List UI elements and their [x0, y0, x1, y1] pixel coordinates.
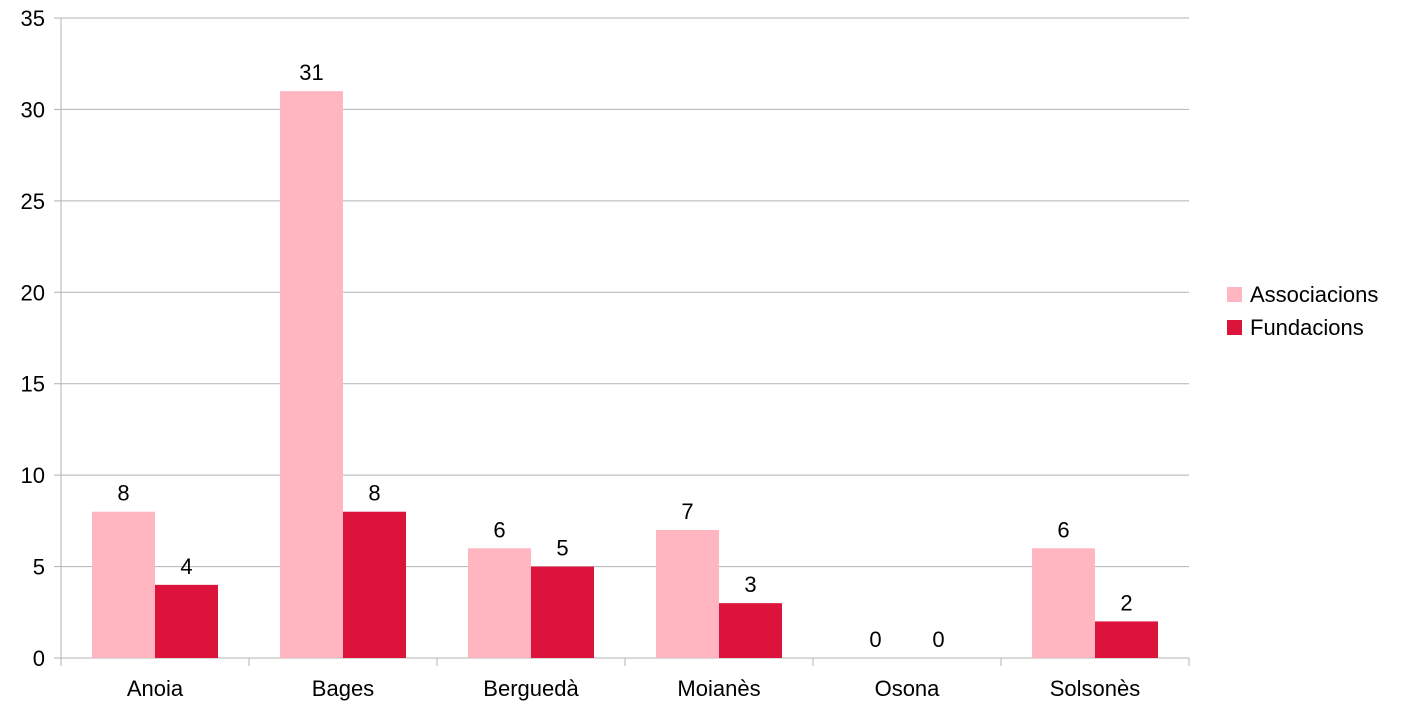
data-label: 6	[493, 517, 505, 542]
y-tick-label: 5	[33, 555, 45, 580]
x-category-label: Anoia	[127, 676, 184, 701]
y-tick-label: 0	[33, 646, 45, 671]
data-label: 7	[681, 499, 693, 524]
bar-associacions-bages	[280, 91, 343, 658]
data-label: 0	[869, 627, 881, 652]
y-tick-label: 30	[21, 97, 45, 122]
x-category-label: Solsonès	[1050, 676, 1141, 701]
legend-label-associacions: Associacions	[1250, 282, 1378, 307]
gridlines	[61, 18, 1189, 658]
legend-swatch-fundacions	[1227, 320, 1242, 335]
bar-associacions-moianès	[656, 530, 719, 658]
data-labels: 8 4 31 8 6 5 7 3 0 0 6 2	[117, 60, 1132, 652]
bar-associacions-solsonès	[1032, 548, 1095, 658]
bar-fundacions-solsonès	[1095, 621, 1158, 658]
data-label: 8	[117, 481, 129, 506]
y-tick-label: 15	[21, 372, 45, 397]
bars	[92, 91, 1158, 658]
bar-fundacions-berguedà	[531, 567, 594, 658]
legend: Associacions Fundacions	[1227, 282, 1378, 340]
bar-fundacions-anoia	[155, 585, 218, 658]
y-tick-label: 25	[21, 189, 45, 214]
x-category-label: Bages	[312, 676, 374, 701]
data-label: 4	[180, 554, 192, 579]
data-label: 8	[368, 481, 380, 506]
legend-label-fundacions: Fundacions	[1250, 315, 1364, 340]
data-label: 2	[1120, 590, 1132, 615]
x-category-label: Osona	[875, 676, 941, 701]
bar-associacions-anoia	[92, 512, 155, 658]
bar-associacions-berguedà	[468, 548, 531, 658]
y-tick-label: 35	[21, 6, 45, 31]
y-tick-label: 10	[21, 463, 45, 488]
bar-fundacions-bages	[343, 512, 406, 658]
x-category-label: Berguedà	[483, 676, 579, 701]
data-label: 3	[744, 572, 756, 597]
bar-fundacions-moianès	[719, 603, 782, 658]
data-label: 0	[932, 627, 944, 652]
data-label: 6	[1057, 517, 1069, 542]
data-label: 5	[556, 536, 568, 561]
data-label: 31	[299, 60, 323, 85]
legend-swatch-associacions	[1227, 287, 1242, 302]
x-category-label: Moianès	[677, 676, 760, 701]
y-tick-label: 20	[21, 280, 45, 305]
